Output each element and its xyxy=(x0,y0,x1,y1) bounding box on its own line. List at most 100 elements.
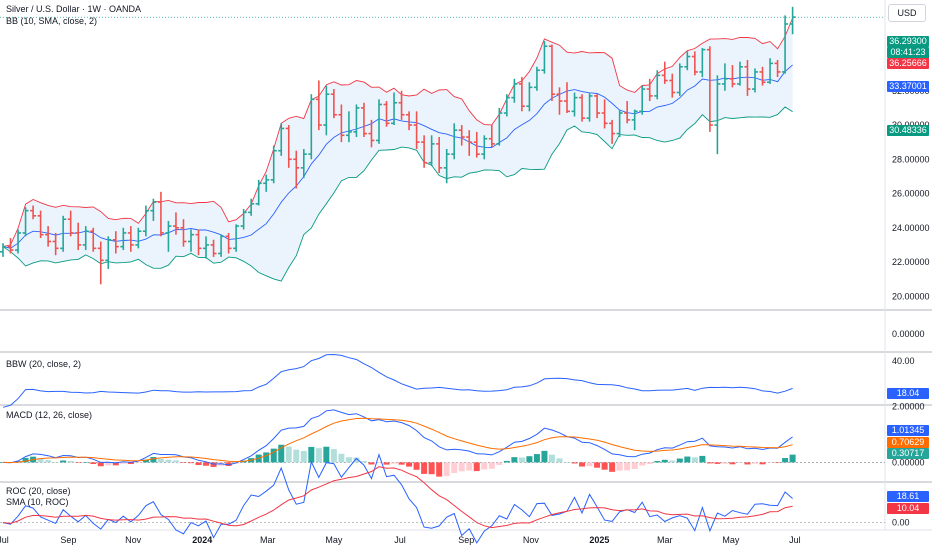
macd-histogram-bar xyxy=(631,462,638,469)
bb-lower-badge: 30.48336 xyxy=(887,125,929,136)
ohlc-bar xyxy=(37,210,44,239)
macd-histogram-bar xyxy=(571,462,578,464)
macd-histogram-bar xyxy=(97,462,104,467)
ohlc-bar xyxy=(759,66,766,86)
macd-histogram-bar xyxy=(157,458,164,463)
macd-histogram-bar xyxy=(225,462,232,466)
price-badge: 36.29300 xyxy=(887,36,929,47)
price-tick-label: 26.00000 xyxy=(892,189,930,199)
bb-basis-badge: 33.37001 xyxy=(887,81,929,92)
ohlc-bar xyxy=(639,85,646,115)
macd-histogram-bar xyxy=(669,460,676,463)
macd-histogram-bar xyxy=(360,461,367,463)
bb-lower-line xyxy=(2,106,793,282)
macd-histogram-bar xyxy=(594,462,601,468)
ohlc-bar xyxy=(556,87,563,115)
macd-histogram-bar xyxy=(654,461,661,463)
ohlc-bar xyxy=(699,47,706,78)
bb-indicator-label[interactable]: BB (10, SMA, close, 2) xyxy=(6,16,98,26)
chart-title: Silver / U.S. Dollar · 1W · OANDA xyxy=(6,4,142,14)
currency-button[interactable]: USD xyxy=(888,4,926,22)
macd-histogram-bar xyxy=(338,453,345,463)
macd-histogram-bar xyxy=(105,462,112,466)
ohlc-bar xyxy=(203,236,210,259)
ohlc-bar xyxy=(278,123,285,156)
macd-histogram-bar xyxy=(586,462,593,467)
roc-indicator-label[interactable]: ROC (20, close) xyxy=(6,486,71,496)
macd-indicator-label[interactable]: MACD (12, 26, close) xyxy=(6,410,93,420)
macd-histogram-bar xyxy=(210,462,217,467)
ohlc-bar xyxy=(706,46,713,132)
roc-sma-badge: 10.04 xyxy=(887,503,929,514)
macd-histogram-bar xyxy=(601,462,608,470)
macd-histogram-bar xyxy=(308,446,315,463)
macd-histogram-bar xyxy=(676,458,683,463)
ohlc-bar xyxy=(654,70,661,100)
ohlc-bar xyxy=(308,94,315,160)
macd-histogram-bar xyxy=(150,457,157,463)
ohlc-bar xyxy=(428,135,435,167)
ohlc-bar xyxy=(729,65,736,88)
ohlc-bar xyxy=(172,212,179,235)
macd-histogram-bar xyxy=(639,462,646,466)
macd-histogram-bar xyxy=(706,462,713,464)
bbw-indicator-label[interactable]: BBW (20, close, 2) xyxy=(6,359,82,369)
ohlc-bar xyxy=(669,73,676,98)
ohlc-bar xyxy=(586,92,593,122)
ohlc-bar xyxy=(458,125,465,146)
ohlc-bar xyxy=(22,207,29,237)
macd-histogram-bar xyxy=(112,462,119,466)
ohlc-bar xyxy=(248,198,255,216)
macd-histogram-bar xyxy=(300,450,307,463)
ohlc-bar xyxy=(135,227,142,249)
bb-upper-line xyxy=(2,17,794,248)
ohlc-bar xyxy=(676,63,683,96)
macd-histogram-bar xyxy=(767,462,774,463)
macd-histogram-bar xyxy=(744,462,751,465)
ohlc-bar xyxy=(473,131,480,158)
macd-histogram-bar xyxy=(421,462,428,474)
ohlc-bar xyxy=(240,208,247,230)
ohlc-bar xyxy=(391,92,398,126)
ohlc-bar xyxy=(315,80,322,131)
ohlc-bar xyxy=(45,226,52,247)
price-tick-label: 22.00000 xyxy=(892,257,930,267)
ohlc-bar xyxy=(52,232,59,256)
bbw-line xyxy=(2,353,793,408)
macd-histogram-bar xyxy=(142,459,149,463)
ohlc-bar xyxy=(270,145,277,184)
macd-histogram-bar xyxy=(278,444,285,463)
ohlc-bar xyxy=(188,229,194,252)
roc-tick-label: 0.00 xyxy=(892,518,910,528)
ohlc-bar xyxy=(789,6,796,35)
macd-histogram-bar xyxy=(752,462,758,464)
bbw-tick-label: 40.00 xyxy=(892,356,915,366)
price-tick-label: 28.00000 xyxy=(892,154,930,164)
ohlc-bar xyxy=(503,94,510,117)
macd-histogram-bar xyxy=(451,462,458,473)
ohlc-bar xyxy=(684,51,691,71)
macd-histogram-bar xyxy=(368,462,375,465)
bb-basis-line xyxy=(2,64,793,249)
bb-fill xyxy=(3,18,793,282)
ohlc-bar xyxy=(383,101,390,127)
ohlc-bar xyxy=(97,241,104,285)
ohlc-bar xyxy=(120,227,127,251)
ohlc-bar xyxy=(579,94,586,122)
time-tick-label: Nov xyxy=(523,535,540,545)
ohlc-bar xyxy=(541,41,548,74)
macd-histogram-bar xyxy=(646,462,653,465)
ohlc-bar xyxy=(511,78,518,103)
ohlc-bar xyxy=(142,205,149,237)
roc-sma-indicator-label[interactable]: SMA (10, ROC) xyxy=(6,497,69,507)
macd-histogram-bar xyxy=(270,448,277,463)
ohlc-bar xyxy=(82,226,89,251)
ohlc-bar xyxy=(714,75,721,155)
time-tick-label: Mar xyxy=(260,535,276,545)
ohlc-bar xyxy=(767,58,774,84)
ohlc-bar xyxy=(300,149,307,179)
macd-histogram-bar xyxy=(684,456,691,463)
ohlc-bar xyxy=(594,94,601,119)
macd-histogram-bar xyxy=(624,462,631,471)
